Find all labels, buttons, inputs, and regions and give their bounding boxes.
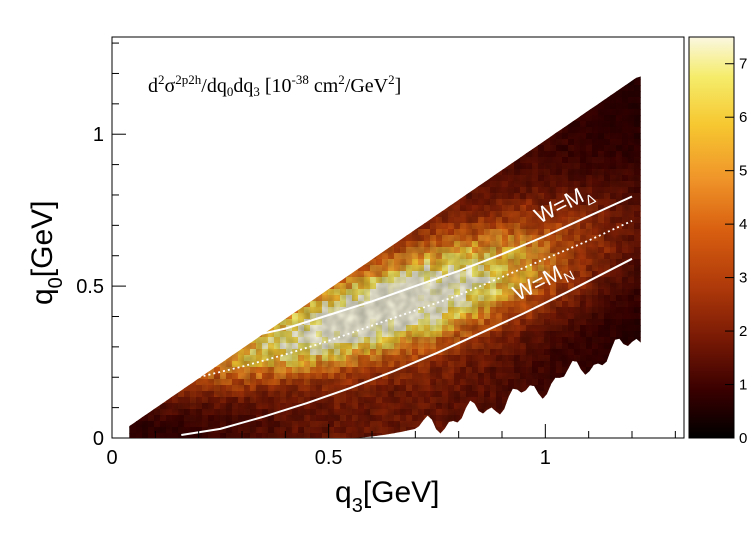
colorbar-tick-label: 4 (739, 216, 747, 233)
y-axis-title: q0[GeV] (26, 200, 67, 305)
curve-solid (181, 257, 633, 436)
x-tick-label: 0 (106, 447, 117, 469)
y-tick-label: 0 (93, 428, 104, 450)
y-axis: 00.51 (76, 42, 126, 450)
colorbar-tick-label: 6 (739, 109, 747, 126)
colorbar-tick-label: 0 (739, 430, 747, 447)
colorbar-tick-label: 3 (739, 270, 747, 287)
curve-dotted (198, 219, 633, 379)
colorbar-tick-label: 2 (739, 323, 747, 340)
x-axis-title: q3[GeV] (335, 476, 440, 517)
plot-title: d2σ2p2h/dq0dq3 [10-38 cm2/GeV2] (148, 72, 401, 99)
y-tick-label: 1 (93, 124, 104, 146)
colorbar-tick-label: 7 (739, 56, 747, 73)
x-tick-label: 1 (540, 447, 551, 469)
colorbar-ticks: 0 1 2 3 4 5 6 7 (725, 56, 747, 447)
colorbar-tick-label: 5 (739, 163, 747, 180)
colorbar-tick-label: 1 (739, 377, 747, 394)
colorbar (688, 36, 735, 439)
y-tick-label: 0.5 (76, 276, 104, 298)
x-tick-label: 0.5 (315, 447, 343, 469)
x-axis: 0 0.5 1 (106, 424, 676, 469)
curve-solid (250, 195, 633, 338)
